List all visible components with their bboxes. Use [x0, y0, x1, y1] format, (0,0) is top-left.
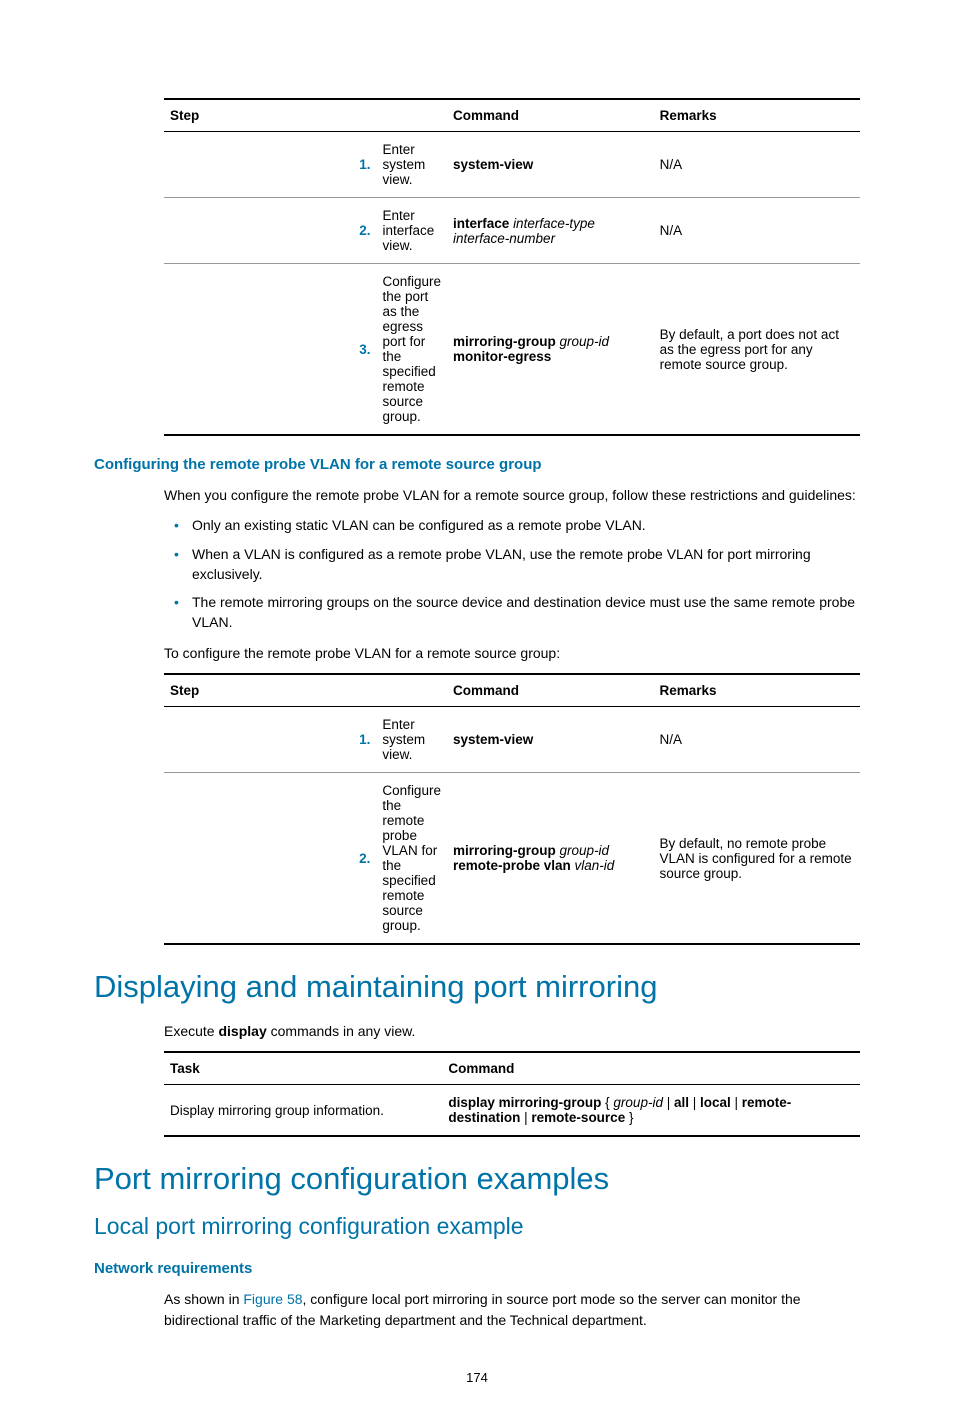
list-item: When a VLAN is configured as a remote pr… [192, 544, 860, 585]
local-example-heading: Local port mirroring configuration examp… [94, 1213, 860, 1240]
table-row: 3. Configure the port as the egress port… [164, 264, 860, 436]
remote-probe-vlan-heading: Configuring the remote probe VLAN for a … [94, 456, 860, 473]
figure-link[interactable]: Figure 58 [243, 1291, 302, 1307]
table-row: 2. Configure the remote probe VLAN for t… [164, 773, 860, 945]
examples-heading: Port mirroring configuration examples [94, 1161, 860, 1197]
table3-header-command: Command [442, 1052, 860, 1085]
table-row: 1. Enter system view. system-view N/A [164, 707, 860, 773]
network-requirements-body: As shown in Figure 58, configure local p… [164, 1289, 860, 1330]
network-requirements-heading: Network requirements [94, 1260, 860, 1277]
table2-header-step: Step [164, 674, 447, 707]
table1-header-step: Step [164, 99, 447, 132]
displaying-intro: Execute display commands in any view. [164, 1021, 860, 1041]
table-row: 1. Enter system view. system-view N/A [164, 132, 860, 198]
table3-header-task: Task [164, 1052, 442, 1085]
egress-port-config-table: Step Command Remarks 1. Enter system vie… [164, 98, 860, 436]
table1-header-remarks: Remarks [654, 99, 860, 132]
table-row: 2. Enter interface view. interface inter… [164, 198, 860, 264]
table1-header-command: Command [447, 99, 654, 132]
table2-header-command: Command [447, 674, 654, 707]
remote-probe-vlan-leadout: To configure the remote probe VLAN for a… [164, 643, 860, 663]
remote-probe-vlan-intro: When you configure the remote probe VLAN… [164, 485, 860, 505]
table2-header-remarks: Remarks [654, 674, 861, 707]
displaying-heading: Displaying and maintaining port mirrorin… [94, 969, 860, 1005]
list-item: The remote mirroring groups on the sourc… [192, 592, 860, 633]
guidelines-list: Only an existing static VLAN can be conf… [164, 515, 860, 632]
display-commands-table: Task Command Display mirroring group inf… [164, 1051, 860, 1137]
table-row: Display mirroring group information. dis… [164, 1085, 860, 1137]
page-number: 174 [94, 1370, 860, 1385]
remote-probe-vlan-config-table: Step Command Remarks 1. Enter system vie… [164, 673, 860, 945]
list-item: Only an existing static VLAN can be conf… [192, 515, 860, 535]
